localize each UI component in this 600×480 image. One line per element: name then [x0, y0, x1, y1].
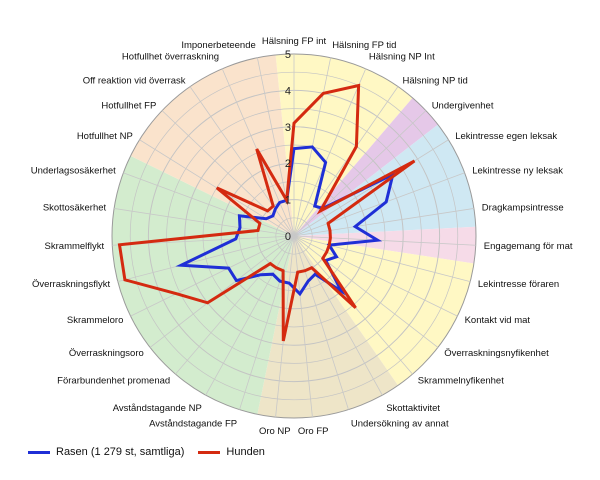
category-label-25: Underlagsosäkerhet [31, 166, 116, 177]
tick-label-1: 1 [285, 195, 291, 207]
legend: Rasen (1 279 st, samtliga) Hunden [28, 446, 279, 458]
legend-label-dog: Hunden [226, 446, 265, 458]
category-label-7: Dragkampsintresse [482, 203, 564, 214]
category-label-15: Oro FP [298, 426, 329, 437]
grid-spoke-9 [293, 235, 471, 283]
grid-spoke-8 [293, 235, 476, 246]
grid-spoke-10 [293, 235, 458, 317]
grid-spoke-11 [293, 235, 439, 348]
grid-spoke-4 [293, 110, 427, 237]
grid-spoke-13 [293, 235, 383, 396]
category-label-0: Hälsning FP int [262, 36, 327, 47]
tick-label-5: 5 [285, 49, 291, 61]
category-label-28: Off reaktion vid överrask [83, 76, 186, 87]
category-label-24: Skottosäkerhet [43, 203, 107, 214]
grid-spoke-22 [117, 235, 295, 283]
category-label-12: Skrammelnyfikenhet [418, 376, 504, 387]
category-label-30: Imponerbeteende [181, 40, 255, 51]
category-label-14: Undersökning av annat [351, 418, 449, 429]
grid-spoke-18 [205, 235, 295, 396]
category-label-5: Lekintresse egen leksak [455, 131, 557, 142]
sector-band-7 [130, 54, 294, 237]
legend-item-dog: Hunden [198, 446, 265, 458]
category-label-16: Oro NP [259, 426, 291, 437]
category-label-10: Kontakt vid mat [465, 315, 531, 326]
tick-label-0: 0 [285, 231, 291, 243]
category-label-26: Hotfullhet NP [77, 131, 133, 142]
sector-band-3 [294, 226, 477, 264]
category-label-22: Överraskningsflykt [32, 279, 110, 290]
category-label-4: Undergivenhet [432, 101, 494, 112]
legend-swatch-breed [28, 450, 50, 454]
grid-spoke-5 [293, 139, 449, 237]
grid [111, 53, 477, 419]
grid-spoke-16 [275, 235, 295, 418]
grid-spoke-3 [293, 86, 399, 237]
grid-spoke-7 [293, 208, 474, 237]
grid-spoke-25 [123, 172, 295, 237]
sector-band-2 [294, 124, 476, 236]
category-label-11: Överraskningsnyfikenhet [444, 348, 549, 359]
category-label-23: Skrammelflykt [45, 241, 105, 252]
category-label-18: Avståndstagande NP [113, 403, 202, 414]
sector-band-0 [275, 54, 413, 237]
grid-spoke-28 [189, 86, 295, 237]
tick-label-3: 3 [285, 122, 291, 134]
tick-label-4: 4 [285, 85, 291, 97]
category-label-17: Avståndstagande FP [149, 418, 237, 429]
category-label-6: Lekintresse ny leksak [472, 166, 563, 177]
grid-spoke-20 [149, 235, 295, 348]
legend-item-breed: Rasen (1 279 st, samtliga) [28, 446, 184, 458]
grid-spoke-24 [114, 208, 295, 237]
legend-swatch-dog [198, 450, 221, 454]
category-label-29: Hotfullhet överraskning [122, 51, 219, 62]
sector-band-6 [112, 155, 294, 415]
grid-spoke-6 [293, 172, 465, 237]
category-label-21: Skrammeloro [67, 315, 124, 326]
grid-spoke-19 [175, 235, 295, 375]
series-layer [117, 83, 416, 342]
series-dog-line [117, 83, 416, 342]
category-label-27: Hotfullhet FP [101, 101, 156, 112]
grid-spoke-17 [239, 235, 295, 410]
sector-band-4 [294, 236, 474, 386]
category-label-3: Hälsning NP tid [403, 76, 468, 87]
category-label-19: Förarbundenhet promenad [57, 376, 170, 387]
category-label-9: Lekintresse föraren [478, 279, 559, 290]
category-label-1: Hälsning FP tid [332, 40, 396, 51]
grid-spoke-30 [256, 57, 295, 237]
tick-label-2: 2 [285, 158, 291, 170]
legend-label-breed: Rasen (1 279 st, samtliga) [56, 446, 185, 458]
grid-spoke-21 [130, 235, 295, 317]
category-label-13: Skottaktivitet [386, 403, 440, 414]
sector-band-5 [257, 236, 398, 418]
grid-spoke-2 [293, 68, 367, 237]
grid-spoke-14 [293, 235, 349, 410]
category-label-8: Engagemang för mat [484, 241, 573, 252]
category-label-20: Överraskningsoro [69, 348, 144, 359]
category-label-2: Hälsning NP Int [369, 51, 435, 62]
radial-ticks: 0 1 2 3 4 5 [285, 49, 291, 243]
grid-spoke-15 [293, 235, 313, 418]
